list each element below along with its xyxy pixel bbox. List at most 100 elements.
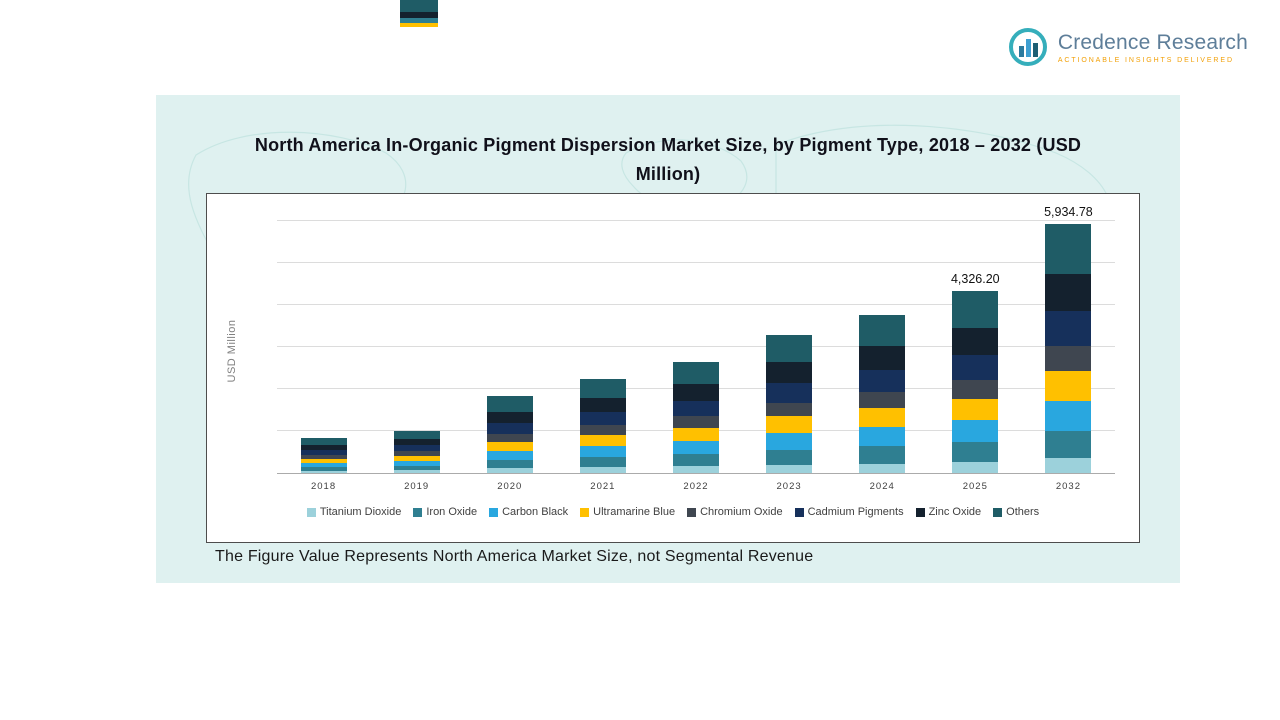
bar-segment (766, 334, 813, 363)
bar-segment (393, 470, 440, 473)
legend-swatch (489, 507, 499, 517)
bar-segment (672, 466, 719, 473)
bar-segment (672, 362, 719, 385)
bar-segment (300, 462, 347, 468)
legend-label: Carbon Black (502, 506, 569, 518)
bar-segment (859, 463, 906, 473)
bar-2024 (859, 314, 906, 473)
legend-item: Ultramarine Blue (580, 506, 675, 518)
legend-label: Titanium Dioxide (319, 506, 402, 518)
bar-segment (672, 427, 719, 441)
logo-text: Credence Research ACTIONABLE INSIGHTS DE… (1058, 31, 1248, 64)
chart-title-line-1: North America In-Organic Pigment Dispers… (254, 135, 1082, 155)
bar-segment (1045, 311, 1092, 346)
y-axis-label: USD Million (226, 319, 238, 383)
legend-swatch (687, 507, 697, 517)
artifact-segment (400, 23, 438, 27)
bar-segment (486, 411, 533, 424)
bar-segment (859, 427, 906, 447)
x-axis-label: 2032 (1055, 481, 1081, 492)
bar-segment (952, 291, 999, 328)
bar-segment (579, 411, 626, 426)
bar-segment (579, 397, 626, 412)
bar-segment (1045, 273, 1092, 312)
bar-segment (579, 457, 626, 468)
bar-segment (859, 314, 906, 347)
chart-title-line-2: Million) (635, 164, 701, 184)
bar-segment (579, 467, 626, 473)
bar-segment (766, 362, 813, 384)
x-axis-label: 2024 (869, 481, 895, 492)
bar-segment (300, 455, 347, 459)
bar-2023 (766, 334, 813, 473)
bar-2018 (300, 437, 347, 473)
bar-segment (766, 464, 813, 473)
bar-segment (952, 354, 999, 381)
legend-swatch (580, 507, 590, 517)
plot-area: 4,326.20 5,934.78 (277, 200, 1115, 474)
bar-segment (766, 449, 813, 465)
x-axis-label: 2018 (310, 481, 337, 492)
credence-logo: Credence Research ACTIONABLE INSIGHTS DE… (1007, 26, 1248, 68)
bar-segment (300, 467, 347, 471)
x-axis-label: 2022 (683, 481, 709, 492)
legend-label: Cadmium Pigments (807, 506, 904, 518)
x-axis-label: 2023 (776, 481, 802, 492)
bar-segment (672, 440, 719, 455)
bar-2021 (579, 379, 626, 473)
bar-segment (672, 384, 719, 401)
legend-item: Others (993, 506, 1039, 518)
bar-segment (486, 423, 533, 434)
legend-item: Chromium Oxide (687, 506, 783, 518)
bar-segment (766, 416, 813, 433)
x-axis-label: 2021 (590, 481, 616, 492)
bar-segment (393, 430, 440, 440)
bar-segment (672, 454, 719, 467)
bar-2020 (486, 396, 533, 473)
chart-title: North America In-Organic Pigment Dispers… (156, 131, 1180, 189)
bar-segment (579, 425, 626, 435)
legend-swatch (915, 507, 925, 517)
bar-segment (859, 346, 906, 371)
bar-segment (300, 450, 347, 456)
bar-segment (1045, 223, 1092, 274)
credence-logo-icon (1007, 26, 1049, 68)
logo-name: Credence Research (1057, 30, 1248, 54)
bar-segment (579, 434, 626, 446)
bar-segment (486, 441, 533, 451)
bar-segment (486, 450, 533, 461)
bar-segment (672, 416, 719, 428)
legend-item: Cadmium Pigments (794, 506, 904, 518)
chart-box: USD Million 4,326.20 5,934.78 2018 2019 202… (206, 193, 1140, 543)
bar-segment (952, 327, 999, 355)
bar-segment (952, 420, 999, 443)
legend-label: Chromium Oxide (700, 506, 783, 518)
bar-segment (1045, 430, 1092, 458)
legend-item: Titanium Dioxide (306, 506, 402, 518)
legend-label: Iron Oxide (426, 506, 478, 518)
bar-segment (486, 433, 533, 442)
legend-label: Others (1006, 506, 1040, 518)
bar-segment (486, 460, 533, 469)
bar-segment (952, 462, 999, 473)
bar-segment (766, 402, 813, 417)
bar-segment (952, 442, 999, 463)
legend-item: Iron Oxide (413, 506, 477, 518)
logo-tagline: ACTIONABLE INSIGHTS DELIVERED (1057, 56, 1234, 64)
legend: Titanium Dioxide Iron Oxide Carbon Black Ul… (207, 506, 1139, 518)
bar-segment (300, 437, 347, 445)
bar-segment (952, 380, 999, 399)
bar-value-label: 4,326.20 (950, 272, 1000, 287)
bar-segment (859, 408, 906, 428)
bar-segment (859, 370, 906, 393)
bar-2019 (393, 430, 440, 473)
artifact-segment (400, 12, 438, 18)
bar-2032: 5,934.78 (1044, 205, 1093, 473)
x-axis-labels: 2018 2019 2020 2021 2022 2023 2024 2025 2032 (277, 481, 1115, 492)
bar-2025: 4,326.20 (951, 272, 1000, 473)
artifact-segment (400, 0, 438, 12)
bar-segment (300, 458, 347, 463)
legend-item: Carbon Black (489, 506, 568, 518)
bar-segment (1045, 370, 1092, 401)
x-axis-label: 2020 (497, 481, 523, 492)
